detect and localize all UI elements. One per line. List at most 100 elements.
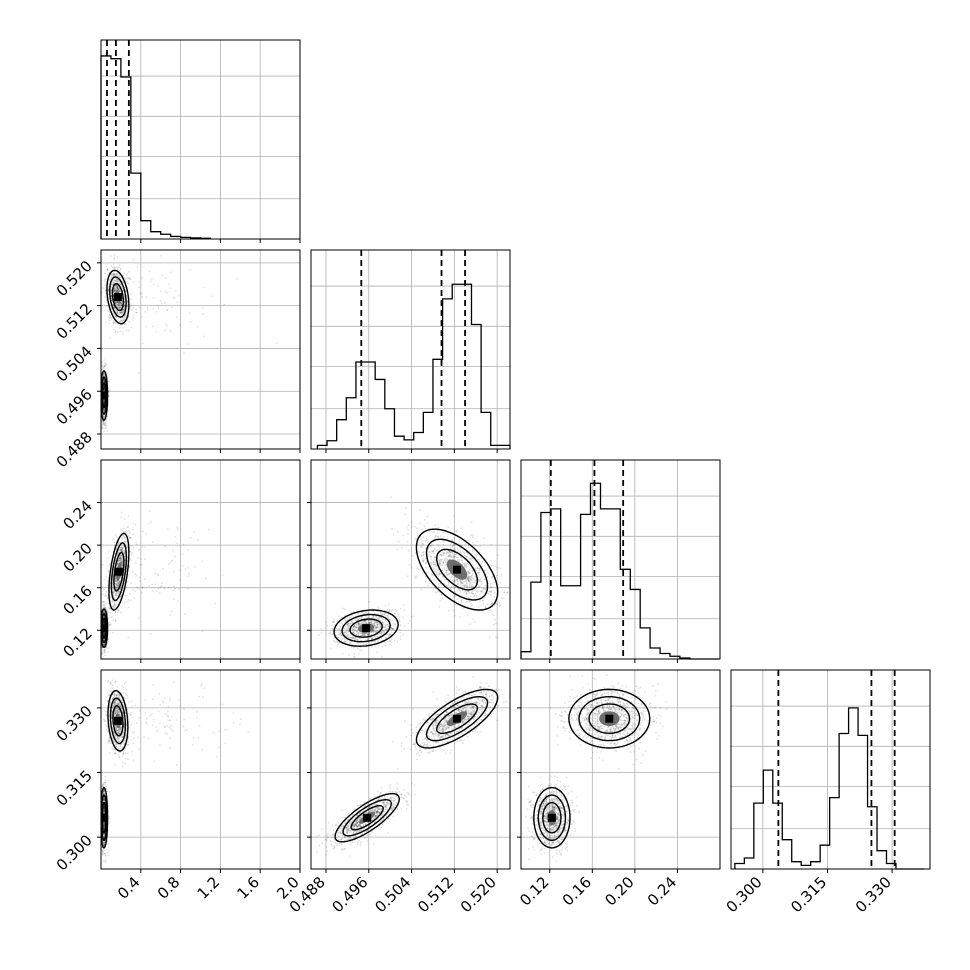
sample-point	[475, 544, 478, 547]
sample-point	[119, 311, 122, 314]
sample-point	[151, 583, 153, 586]
sample-point	[440, 593, 443, 596]
sample-point	[112, 605, 115, 608]
sample-point	[443, 540, 446, 543]
sample-point	[113, 307, 116, 310]
sample-point	[347, 622, 350, 625]
sample-point	[210, 295, 213, 298]
sample-point	[123, 305, 126, 308]
sample-point	[107, 268, 109, 270]
sample-point	[113, 600, 116, 603]
sample-point	[440, 560, 443, 563]
sample-point	[102, 423, 105, 426]
sample-point	[468, 578, 471, 581]
sample-point	[410, 615, 413, 618]
sample-point	[487, 590, 490, 593]
sample-point	[114, 575, 117, 578]
sample-point	[453, 579, 456, 582]
sample-point	[478, 573, 481, 576]
sample-point	[460, 527, 463, 530]
sample-point	[393, 629, 396, 632]
sample-point	[443, 578, 446, 581]
sample-point	[444, 557, 447, 560]
sample-point	[104, 595, 106, 597]
sample-point	[160, 302, 163, 305]
sample-point	[426, 571, 429, 574]
sample-point	[344, 640, 347, 643]
sample-point	[105, 427, 108, 429]
sample-point	[443, 567, 446, 570]
sample-point	[451, 538, 453, 541]
sample-point	[104, 321, 107, 324]
sample-point	[116, 553, 119, 556]
sample-point	[386, 614, 389, 617]
sample-point	[490, 543, 493, 546]
sample-point	[124, 315, 127, 318]
sample-point	[113, 286, 116, 289]
sample-point	[465, 592, 468, 595]
sample-point	[101, 368, 103, 371]
sample-point	[114, 289, 117, 292]
sample-point	[467, 575, 470, 578]
sample-point	[445, 569, 448, 572]
sample-point	[172, 589, 175, 592]
sample-point	[132, 533, 135, 536]
sample-point	[486, 603, 489, 606]
sample-point	[112, 594, 115, 597]
sample-point	[108, 322, 110, 325]
sample-point	[453, 581, 456, 584]
sample-point	[108, 278, 111, 281]
sample-point	[368, 632, 371, 634]
sample-point	[426, 584, 429, 587]
sample-point	[358, 623, 361, 625]
sample-point	[114, 322, 117, 325]
sample-point	[437, 544, 440, 547]
sample-point	[439, 563, 441, 566]
sample-point	[143, 558, 146, 560]
sample-point	[430, 561, 433, 564]
sample-point	[379, 616, 382, 619]
sample-point	[116, 586, 118, 589]
sample-point	[450, 546, 453, 549]
sample-point	[430, 555, 432, 558]
sample-point	[118, 304, 121, 307]
sample-point	[117, 585, 120, 587]
sample-point	[102, 643, 105, 646]
sample-point	[113, 266, 116, 269]
histogram-panel-1	[310, 249, 511, 453]
sample-point	[114, 301, 117, 303]
sample-point	[119, 557, 122, 560]
sample-point	[107, 607, 110, 610]
sample-point	[453, 595, 456, 598]
sample-point	[127, 606, 130, 609]
sample-point	[113, 607, 116, 610]
sample-point	[332, 618, 335, 620]
sample-point	[399, 635, 402, 638]
sample-point	[438, 573, 441, 576]
sample-point	[467, 571, 469, 573]
sample-point	[123, 300, 126, 303]
sample-point	[125, 588, 127, 591]
sample-point	[110, 318, 113, 321]
sample-point	[118, 290, 121, 292]
sample-point	[346, 628, 349, 630]
sample-point	[115, 591, 118, 594]
sample-point	[121, 537, 124, 540]
sample-point	[141, 545, 144, 548]
sample-point	[479, 567, 481, 570]
sample-point	[105, 304, 108, 307]
sample-point	[114, 320, 117, 323]
sample-point	[105, 265, 108, 268]
contour-level	[415, 528, 499, 611]
sample-point	[104, 607, 107, 609]
sample-point	[471, 584, 474, 587]
sample-point	[176, 301, 179, 304]
sample-point	[475, 553, 478, 556]
sample-point	[111, 281, 114, 284]
sample-point	[443, 562, 445, 565]
sample-point	[388, 643, 391, 646]
sample-point	[129, 276, 131, 279]
sample-point	[121, 529, 124, 532]
sample-point	[115, 311, 118, 314]
sample-point	[165, 277, 167, 280]
